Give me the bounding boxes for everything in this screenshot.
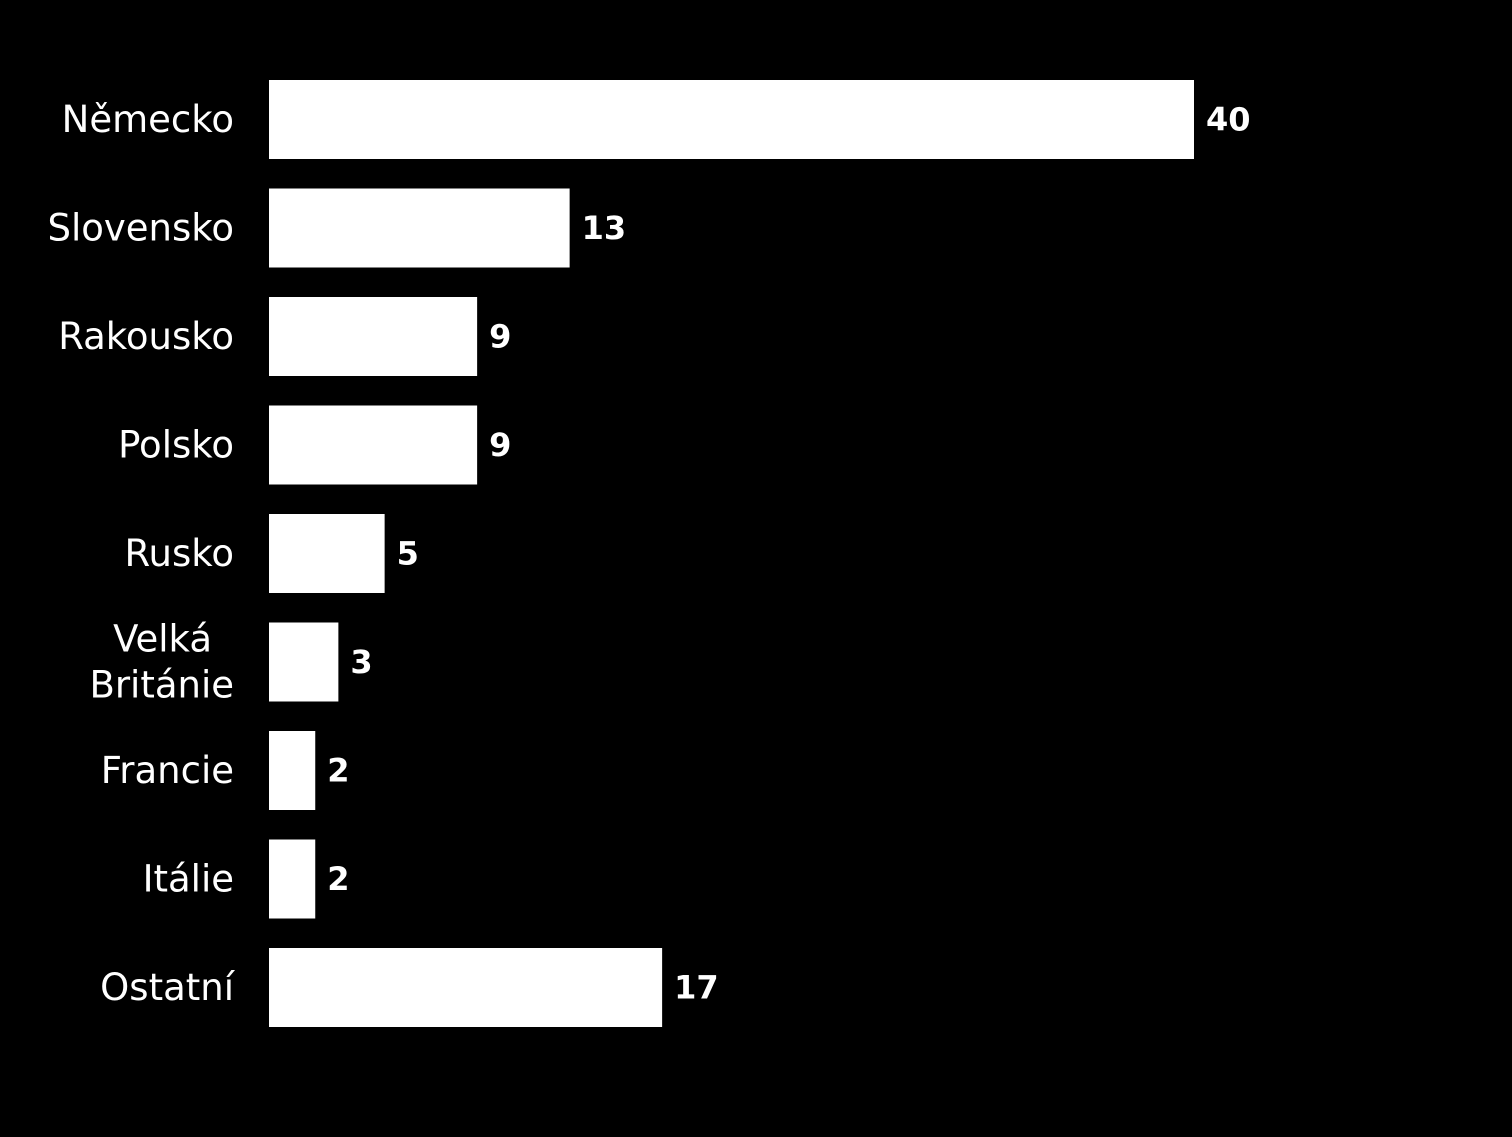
category-label-line: Rakousko bbox=[58, 315, 234, 358]
category-label-3: Polsko bbox=[118, 424, 234, 467]
value-label-8: 17 bbox=[674, 969, 719, 1007]
category-label-line: Francie bbox=[101, 749, 234, 792]
category-label-line: Rusko bbox=[124, 532, 234, 575]
category-label-4: Rusko bbox=[124, 532, 234, 575]
value-labels: 40 13 9 9 5 3 2 2 17 bbox=[327, 101, 1250, 1007]
category-label-line: Velká bbox=[113, 618, 212, 661]
category-label-6: Francie bbox=[101, 749, 234, 792]
bar-0 bbox=[269, 80, 1194, 159]
value-label-1: 13 bbox=[582, 209, 627, 247]
category-labels: Německo Slovensko Rakousko Polsko Rusko Velká… bbox=[47, 98, 235, 1009]
bar-7 bbox=[269, 839, 316, 919]
value-label-5: 3 bbox=[350, 643, 372, 681]
category-label-line: Británie bbox=[89, 664, 234, 707]
value-label-4: 5 bbox=[397, 535, 419, 573]
bar-2 bbox=[269, 297, 478, 376]
value-label-0: 40 bbox=[1206, 101, 1251, 139]
category-label-line: Slovensko bbox=[47, 207, 234, 250]
value-label-3: 9 bbox=[489, 426, 511, 464]
category-label-2: Rakousko bbox=[58, 315, 234, 358]
bar-1 bbox=[269, 188, 570, 268]
value-label-7: 2 bbox=[327, 860, 349, 898]
bar-3 bbox=[269, 405, 478, 485]
category-label-line: Německo bbox=[62, 98, 234, 141]
category-label-line: Polsko bbox=[118, 424, 234, 467]
category-label-7: Itálie bbox=[143, 858, 234, 901]
bar-5 bbox=[269, 622, 339, 702]
category-label-line: Itálie bbox=[143, 858, 234, 901]
category-label-8: Ostatní bbox=[100, 966, 236, 1009]
category-label-0: Německo bbox=[62, 98, 234, 141]
bar-6 bbox=[269, 731, 316, 810]
category-label-1: Slovensko bbox=[47, 207, 234, 250]
value-label-6: 2 bbox=[327, 752, 349, 790]
bar-8 bbox=[269, 948, 663, 1027]
value-label-2: 9 bbox=[489, 318, 511, 356]
bar-4 bbox=[269, 514, 385, 593]
category-label-5: Velká Británie bbox=[89, 618, 234, 707]
bars-layer bbox=[269, 80, 1194, 1027]
category-label-line: Ostatní bbox=[100, 966, 236, 1009]
